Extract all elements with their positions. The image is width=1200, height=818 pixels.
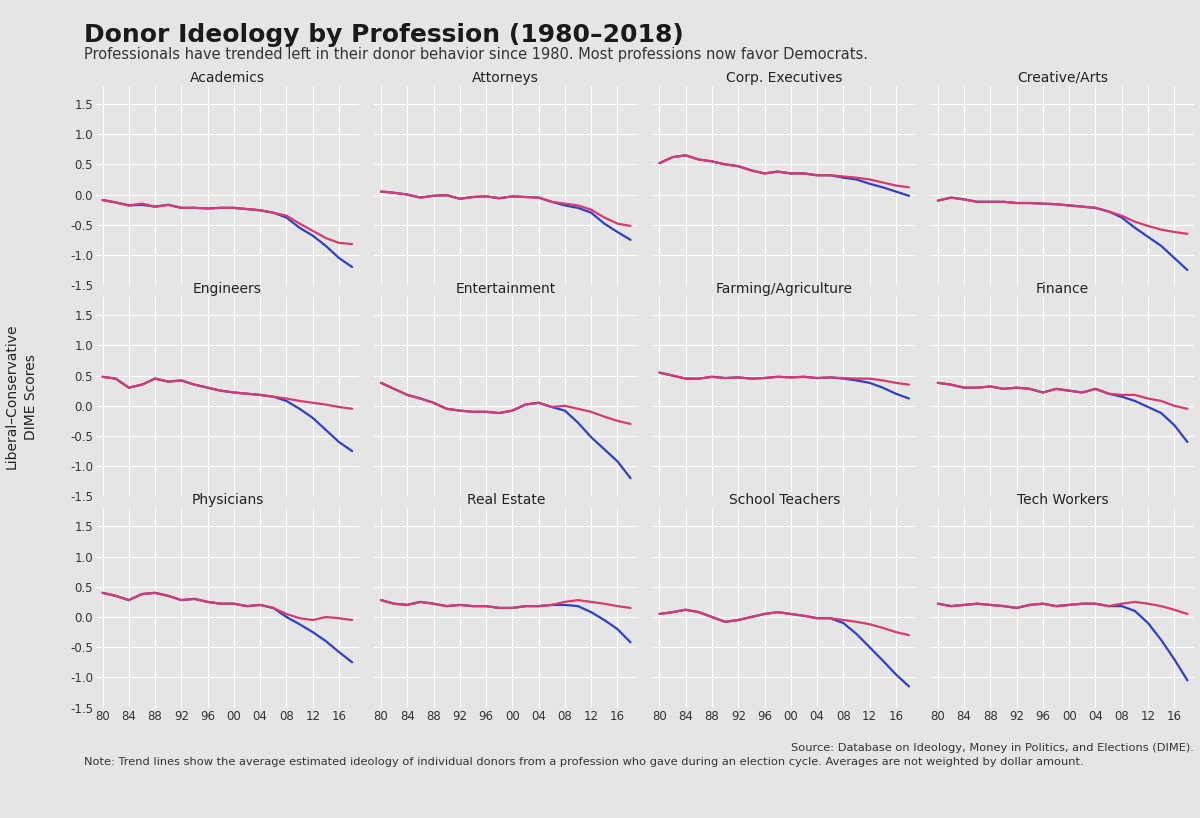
Title: Farming/Agriculture: Farming/Agriculture [715, 282, 853, 296]
Title: School Teachers: School Teachers [728, 493, 840, 507]
Title: Attorneys: Attorneys [473, 70, 539, 85]
Text: Liberal–Conservative
DIME Scores: Liberal–Conservative DIME Scores [5, 324, 38, 470]
Title: Creative/Arts: Creative/Arts [1018, 70, 1108, 85]
Title: Finance: Finance [1036, 282, 1090, 296]
Title: Physicians: Physicians [191, 493, 264, 507]
Title: Tech Workers: Tech Workers [1016, 493, 1109, 507]
Text: Source: Database on Ideology, Money in Politics, and Elections (DIME).: Source: Database on Ideology, Money in P… [791, 743, 1194, 753]
Text: Professionals have trended left in their donor behavior since 1980. Most profess: Professionals have trended left in their… [84, 47, 868, 62]
Title: Corp. Executives: Corp. Executives [726, 70, 842, 85]
Text: Note: Trend lines show the average estimated ideology of individual donors from : Note: Trend lines show the average estim… [84, 757, 1084, 766]
Title: Engineers: Engineers [193, 282, 262, 296]
Text: Donor Ideology by Profession (1980–2018): Donor Ideology by Profession (1980–2018) [84, 23, 684, 47]
Title: Academics: Academics [190, 70, 265, 85]
Title: Entertainment: Entertainment [456, 282, 556, 296]
Title: Real Estate: Real Estate [467, 493, 545, 507]
